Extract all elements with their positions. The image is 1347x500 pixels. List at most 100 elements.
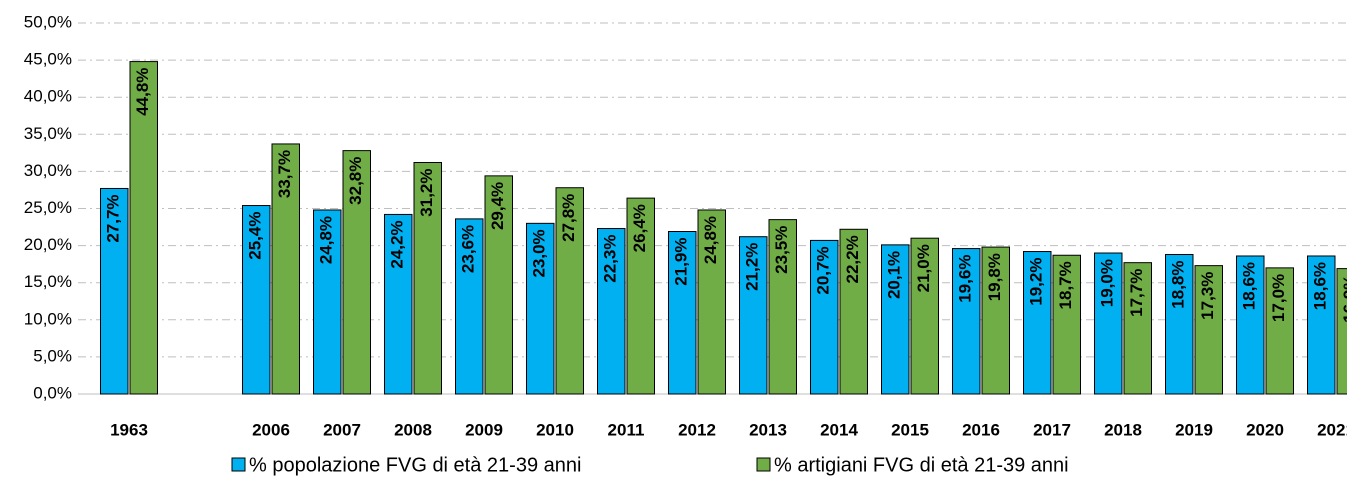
y-tick-label: 40,0% (24, 87, 72, 106)
data-label: 20,1% (885, 251, 904, 299)
bar (1052, 254, 1081, 395)
y-tick-label: 20,0% (24, 235, 72, 254)
data-label: 32,8% (346, 157, 365, 205)
bar (910, 237, 939, 395)
x-tick-label: 2007 (323, 420, 361, 439)
x-tick-label: 2015 (891, 420, 929, 439)
x-tick-label: 2010 (536, 420, 574, 439)
data-label: 17,0% (1269, 274, 1288, 322)
data-label: 19,0% (1098, 259, 1117, 307)
data-label: 24,8% (701, 216, 720, 264)
data-label: 27,7% (104, 194, 123, 242)
data-label: 26,4% (630, 204, 649, 252)
bar (810, 239, 839, 395)
x-tick-label: 2009 (465, 420, 503, 439)
x-tick-label: 2006 (252, 420, 290, 439)
data-label: 17,3% (1198, 272, 1217, 320)
bar (1023, 251, 1052, 395)
data-label: 20,7% (814, 246, 833, 294)
x-tick-label: 2014 (820, 420, 858, 439)
bar (526, 222, 555, 395)
y-tick-label: 0,0% (33, 383, 72, 402)
x-tick-label: 2011 (608, 420, 645, 439)
data-label: 17,7% (1127, 269, 1146, 317)
data-label: 18,7% (1056, 261, 1075, 309)
data-label: 18,8% (1169, 261, 1188, 309)
x-tick-label: 2017 (1033, 420, 1071, 439)
data-label: 22,2% (843, 235, 862, 283)
data-label: 24,8% (317, 216, 336, 264)
x-tick-label: 2012 (678, 420, 716, 439)
y-tick-label: 15,0% (24, 272, 72, 291)
bar (413, 161, 442, 395)
data-label: 25,4% (246, 212, 265, 260)
legend-label: % artigiani FVG di età 21-39 anni (774, 454, 1069, 476)
legend-swatch (756, 457, 771, 472)
bar (129, 61, 158, 395)
bar (313, 209, 342, 395)
bar (881, 244, 910, 395)
bar (668, 231, 697, 395)
data-label: 19,8% (985, 253, 1004, 301)
data-label: 21,0% (914, 244, 933, 292)
bar (597, 228, 626, 395)
data-label: 16,9% (1340, 275, 1347, 323)
bar (1265, 267, 1294, 395)
data-label: 44,8% (133, 68, 152, 116)
data-label: 31,2% (417, 168, 436, 216)
x-tick-label: 2019 (1175, 420, 1213, 439)
bar (242, 205, 271, 395)
bar (739, 236, 768, 395)
data-label: 21,9% (672, 238, 691, 286)
bar (768, 219, 797, 395)
legend-label: % popolazione FVG di età 21-39 anni (249, 454, 581, 476)
data-label: 18,6% (1240, 262, 1259, 310)
data-label: 18,6% (1311, 262, 1330, 310)
data-label: 23,6% (459, 225, 478, 273)
bar (455, 218, 484, 395)
x-tick-label: 1963 (110, 420, 148, 439)
data-label: 33,7% (275, 150, 294, 198)
data-label: 29,4% (488, 182, 507, 230)
x-tick-label: 2008 (394, 420, 432, 439)
y-tick-label: 35,0% (24, 124, 72, 143)
x-tick-label: 2018 (1104, 420, 1142, 439)
bar (1165, 254, 1194, 395)
data-label: 23,5% (772, 226, 791, 274)
data-label: 21,2% (743, 243, 762, 291)
bar (384, 213, 413, 395)
x-tick-label: 2016 (962, 420, 1000, 439)
bar (839, 228, 868, 395)
y-tick-label: 5,0% (33, 346, 72, 365)
data-label: 19,2% (1027, 258, 1046, 306)
y-tick-label: 25,0% (24, 198, 72, 217)
data-label: 19,6% (956, 255, 975, 303)
y-tick-label: 45,0% (24, 50, 72, 69)
bar (697, 209, 726, 395)
x-tick-label: 2020 (1246, 420, 1284, 439)
bar (1094, 252, 1123, 395)
bar (952, 248, 981, 395)
bar (1194, 265, 1223, 395)
x-tick-label: 2013 (749, 420, 787, 439)
bar (1336, 268, 1347, 395)
bar (626, 197, 655, 395)
y-tick-label: 30,0% (24, 161, 72, 180)
legend-swatch (231, 457, 246, 472)
bar (555, 187, 584, 395)
y-tick-label: 10,0% (24, 309, 72, 328)
bar (100, 187, 129, 395)
y-tick-label: 50,0% (24, 12, 72, 31)
data-label: 24,2% (388, 220, 407, 268)
bar (1307, 255, 1336, 395)
bar (271, 143, 300, 395)
data-label: 27,8% (559, 194, 578, 242)
data-label: 22,3% (601, 235, 620, 283)
bar (342, 150, 371, 395)
data-label: 23,0% (530, 229, 549, 277)
bar (1123, 262, 1152, 395)
bar (484, 175, 513, 395)
